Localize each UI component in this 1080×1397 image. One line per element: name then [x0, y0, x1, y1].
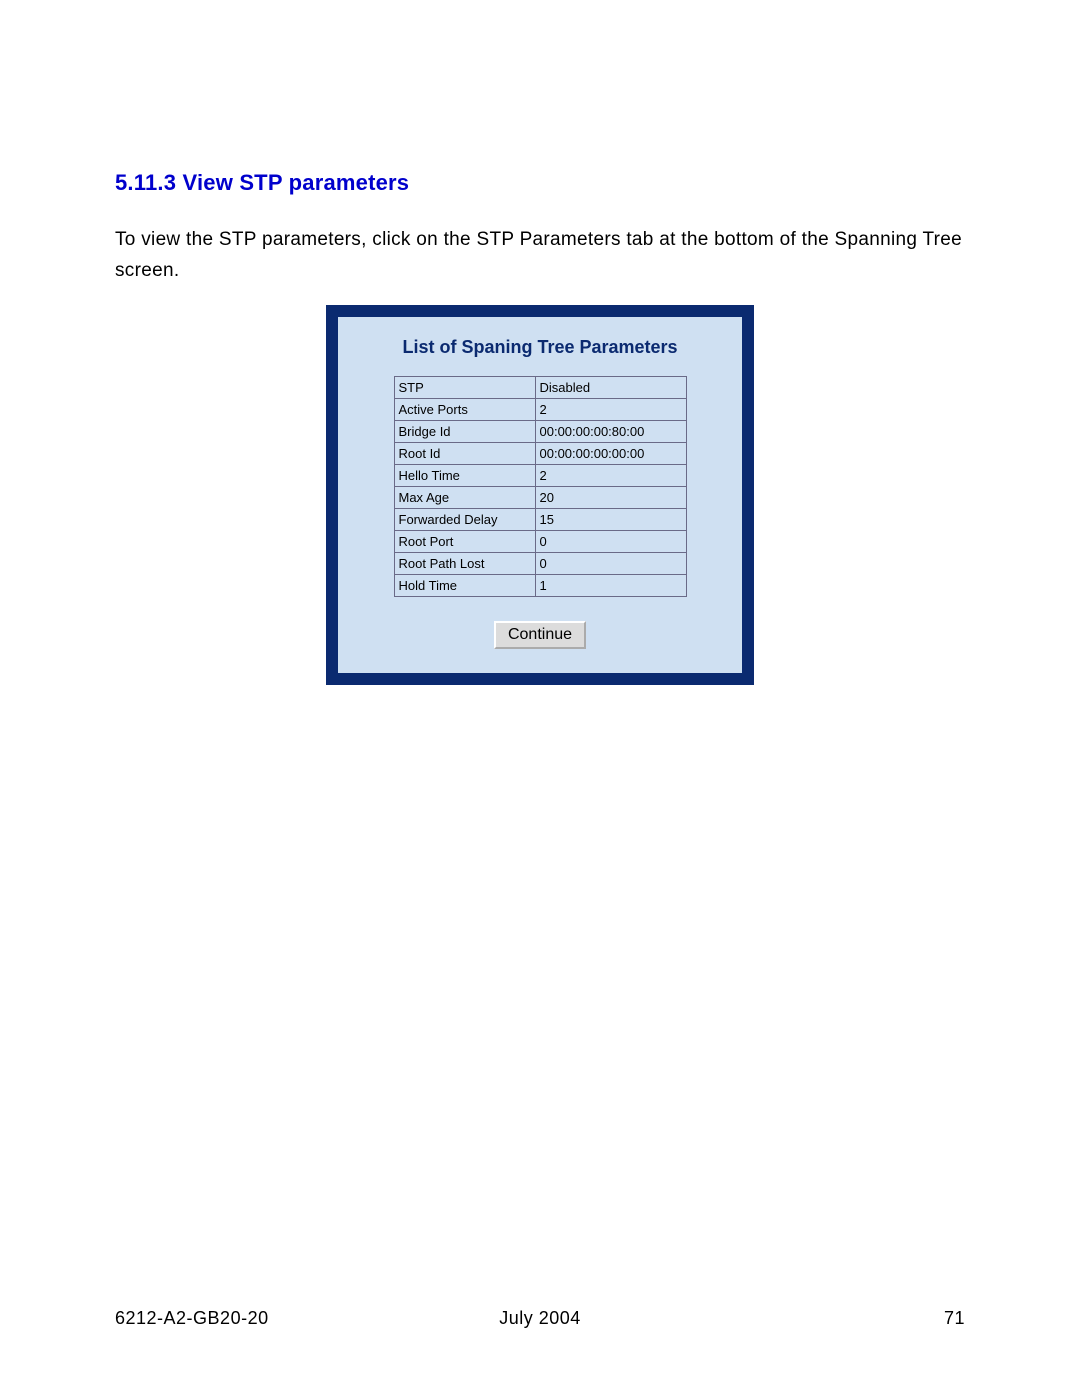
param-value: 00:00:00:00:80:00	[535, 420, 686, 442]
table-row: Forwarded Delay 15	[394, 508, 686, 530]
document-page: 5.11.3 View STP parameters To view the S…	[0, 0, 1080, 1397]
continue-button[interactable]: Continue	[494, 621, 586, 649]
param-label: Hello Time	[394, 464, 535, 486]
table-row: Hello Time 2	[394, 464, 686, 486]
param-label: Hold Time	[394, 574, 535, 596]
panel-inner: List of Spaning Tree Parameters STP Disa…	[338, 317, 742, 673]
param-label: Bridge Id	[394, 420, 535, 442]
param-value: 00:00:00:00:00:00	[535, 442, 686, 464]
param-label: Root Port	[394, 530, 535, 552]
table-row: Root Path Lost 0	[394, 552, 686, 574]
param-label: Max Age	[394, 486, 535, 508]
page-footer: 6212-A2-GB20-20 July 2004 71	[115, 1308, 965, 1329]
param-value: 20	[535, 486, 686, 508]
panel-outer: List of Spaning Tree Parameters STP Disa…	[326, 305, 754, 685]
param-value: 1	[535, 574, 686, 596]
param-label: Forwarded Delay	[394, 508, 535, 530]
table-row: Active Ports 2	[394, 398, 686, 420]
stp-param-table: STP Disabled Active Ports 2 Bridge Id 00…	[394, 376, 687, 597]
param-value: 15	[535, 508, 686, 530]
panel-title: List of Spaning Tree Parameters	[356, 337, 724, 358]
param-value: 2	[535, 398, 686, 420]
table-row: Max Age 20	[394, 486, 686, 508]
param-label: STP	[394, 376, 535, 398]
param-label: Active Ports	[394, 398, 535, 420]
footer-date: July 2004	[115, 1308, 965, 1329]
param-label: Root Id	[394, 442, 535, 464]
param-value: 0	[535, 552, 686, 574]
param-value: 2	[535, 464, 686, 486]
section-paragraph: To view the STP parameters, click on the…	[115, 224, 965, 287]
table-row: STP Disabled	[394, 376, 686, 398]
param-label: Root Path Lost	[394, 552, 535, 574]
table-row: Root Id 00:00:00:00:00:00	[394, 442, 686, 464]
section-heading: 5.11.3 View STP parameters	[115, 170, 965, 196]
table-row: Hold Time 1	[394, 574, 686, 596]
param-value: 0	[535, 530, 686, 552]
table-row: Root Port 0	[394, 530, 686, 552]
panel-wrap: List of Spaning Tree Parameters STP Disa…	[115, 305, 965, 685]
param-value: Disabled	[535, 376, 686, 398]
table-row: Bridge Id 00:00:00:00:80:00	[394, 420, 686, 442]
button-row: Continue	[356, 621, 724, 649]
